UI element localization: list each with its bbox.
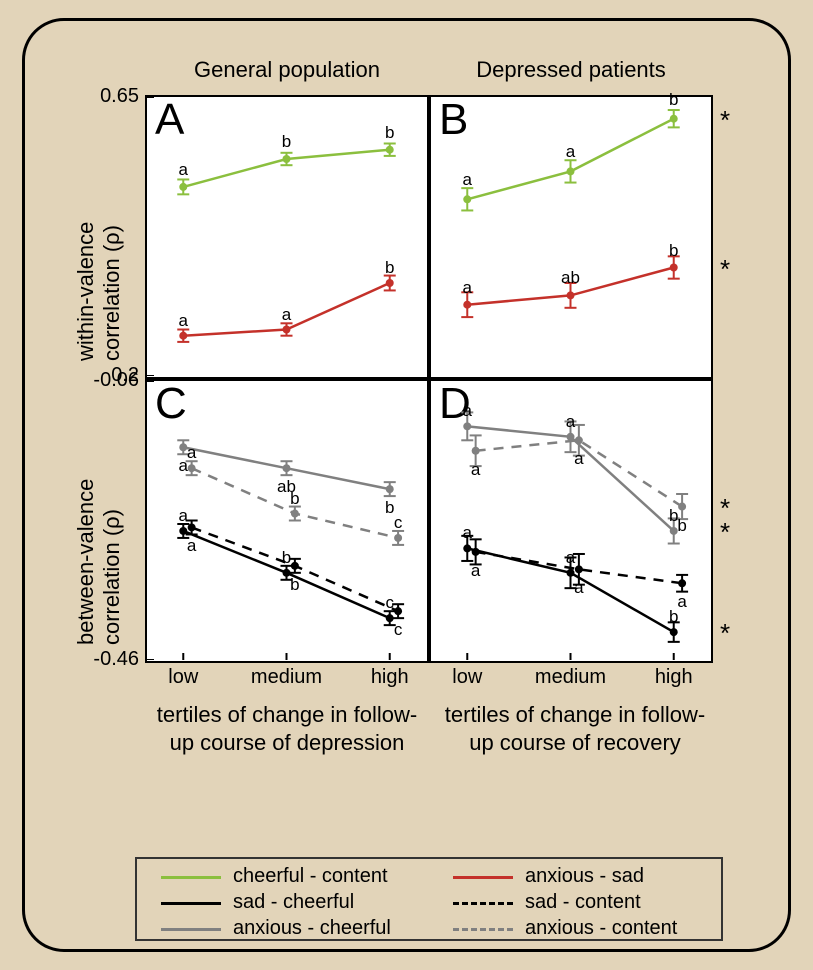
legend-swatch <box>453 928 513 931</box>
significance-star: * <box>717 105 733 136</box>
point-label: c <box>386 620 410 640</box>
point-label: b <box>670 516 694 536</box>
point-label: a <box>567 449 591 469</box>
point-label: a <box>464 460 488 480</box>
point-label: a <box>180 536 204 556</box>
xlabel-right: tertiles of change in follow-up course o… <box>413 701 737 756</box>
xtick: high <box>345 666 435 689</box>
point-label: b <box>662 241 686 261</box>
legend-label: sad - content <box>525 891 641 914</box>
point-label: a <box>171 506 195 526</box>
significance-star: * <box>717 493 733 524</box>
panel-c: Cabc*abc*aabb*abc*-0.46-0.06lowmediumhig… <box>145 379 429 663</box>
legend-swatch <box>161 902 221 905</box>
significance-star: * <box>717 254 733 285</box>
point-label: a <box>559 142 583 162</box>
ytick: -0.46 <box>79 648 139 671</box>
figure-card: General population Depressed patients wi… <box>22 18 791 952</box>
point-label: a <box>171 160 195 180</box>
ytick: 0.65 <box>79 85 139 108</box>
point-label: b <box>283 489 307 509</box>
point-label: a <box>455 523 479 543</box>
significance-star: * <box>717 618 733 649</box>
legend-label: anxious - content <box>525 917 677 940</box>
legend-label: anxious - sad <box>525 865 644 888</box>
ylabel-bottom: between-valencecorrelation (ρ) <box>73 479 125 645</box>
point-label: c <box>386 513 410 533</box>
point-label: a <box>455 278 479 298</box>
point-label: b <box>662 90 686 110</box>
point-label: b <box>378 123 402 143</box>
point-label: a <box>275 305 299 325</box>
point-label: a <box>455 401 479 421</box>
col-title-right: Depressed patients <box>429 57 713 83</box>
xtick: medium <box>242 666 332 689</box>
point-label: a <box>464 561 488 581</box>
point-label: a <box>171 311 195 331</box>
legend-label: sad - cheerful <box>233 891 354 914</box>
legend-swatch <box>161 928 221 931</box>
point-label: b <box>283 575 307 595</box>
point-label: ab <box>559 268 583 288</box>
legend-label: cheerful - content <box>233 865 388 888</box>
point-label: a <box>455 170 479 190</box>
legend-swatch <box>161 876 221 879</box>
xtick: low <box>422 666 512 689</box>
point-label: a <box>670 592 694 612</box>
ylabel-top: within-valencecorrelation (ρ) <box>73 222 125 361</box>
point-label: a <box>559 412 583 432</box>
legend-swatch <box>453 876 513 879</box>
xlabel-left: tertiles of change in follow-up course o… <box>125 701 449 756</box>
point-label: a <box>567 578 591 598</box>
point-label: a <box>180 443 204 463</box>
ytick: -0.06 <box>79 369 139 392</box>
xtick: high <box>629 666 719 689</box>
point-label: c <box>378 593 402 613</box>
col-title-left: General population <box>145 57 429 83</box>
panel-svg <box>431 97 710 376</box>
legend: cheerful - content sad - cheerful anxious … <box>135 857 723 941</box>
point-label: b <box>378 258 402 278</box>
point-label: b <box>275 132 299 152</box>
xtick: medium <box>526 666 616 689</box>
panel-d: Daab*aaaaab*aab*lowmediumhigh <box>429 379 713 663</box>
point-label: b <box>275 548 299 568</box>
point-label: a <box>559 548 583 568</box>
xtick: low <box>138 666 228 689</box>
panel-a: Aabb*aab*0.20.65 <box>145 95 429 379</box>
legend-label: anxious - cheerful <box>233 917 391 940</box>
legend-swatch <box>453 902 513 905</box>
panel-b: Baab*aabb* <box>429 95 713 379</box>
